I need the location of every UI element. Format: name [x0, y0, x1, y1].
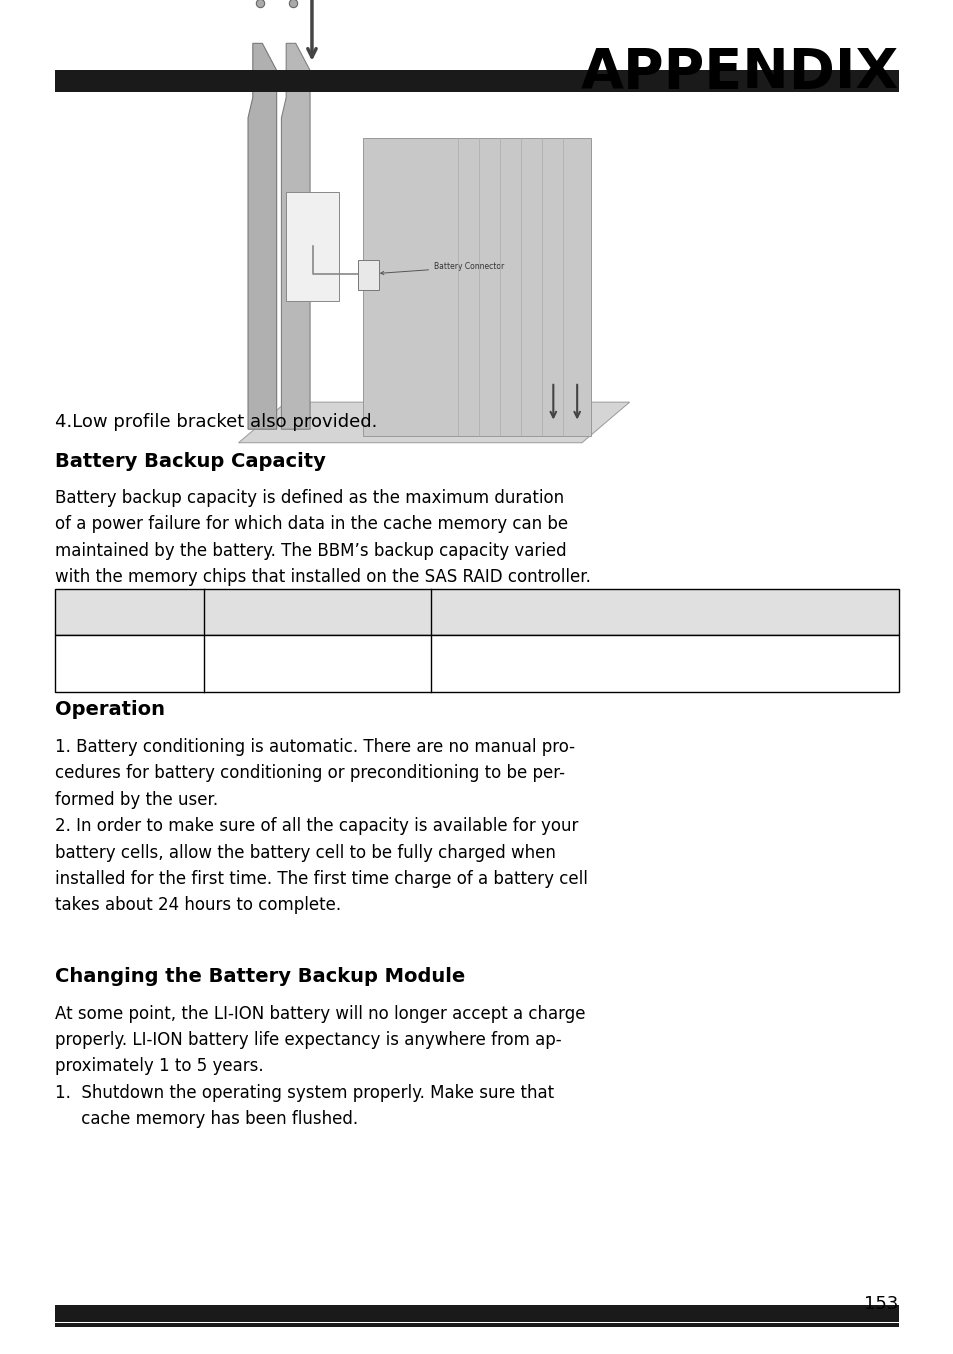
Text: Operation: Operation — [55, 700, 165, 719]
Text: Changing the Battery Backup Module: Changing the Battery Backup Module — [55, 967, 465, 986]
Polygon shape — [238, 402, 629, 443]
Text: 512MB DDR2: 512MB DDR2 — [79, 657, 180, 672]
Text: Capacity: Capacity — [92, 605, 167, 620]
Text: 72Hr - 76Hr: 72Hr - 76Hr — [619, 657, 709, 672]
Text: Battery Backup Duration (Hours): Battery Backup Duration (Hours) — [523, 605, 805, 620]
Text: Memory Type: Memory Type — [260, 605, 375, 620]
Text: APPENDIX: APPENDIX — [579, 46, 898, 100]
Text: At some point, the LI-ION battery will no longer accept a charge
properly. LI-IO: At some point, the LI-ION battery will n… — [55, 1005, 585, 1128]
Text: Battery backup capacity is defined as the maximum duration
of a power failure fo: Battery backup capacity is defined as th… — [55, 489, 591, 586]
Bar — [357, 260, 378, 290]
Polygon shape — [248, 43, 276, 429]
Polygon shape — [281, 43, 310, 429]
Bar — [286, 192, 338, 301]
Text: 4.Low profile bracket also provided.: 4.Low profile bracket also provided. — [55, 413, 377, 431]
Text: PCIe x8: PCIe x8 — [558, 418, 586, 427]
Polygon shape — [362, 138, 591, 436]
Text: 1. Battery conditioning is automatic. There are no manual pro-
cedures for batte: 1. Battery conditioning is automatic. Th… — [55, 738, 588, 914]
Text: Low Power (14.6mA): Low Power (14.6mA) — [239, 657, 395, 672]
Text: Battery Backup Capacity: Battery Backup Capacity — [55, 452, 326, 471]
Text: Battery Connector: Battery Connector — [380, 263, 504, 275]
Text: 153: 153 — [863, 1296, 898, 1313]
